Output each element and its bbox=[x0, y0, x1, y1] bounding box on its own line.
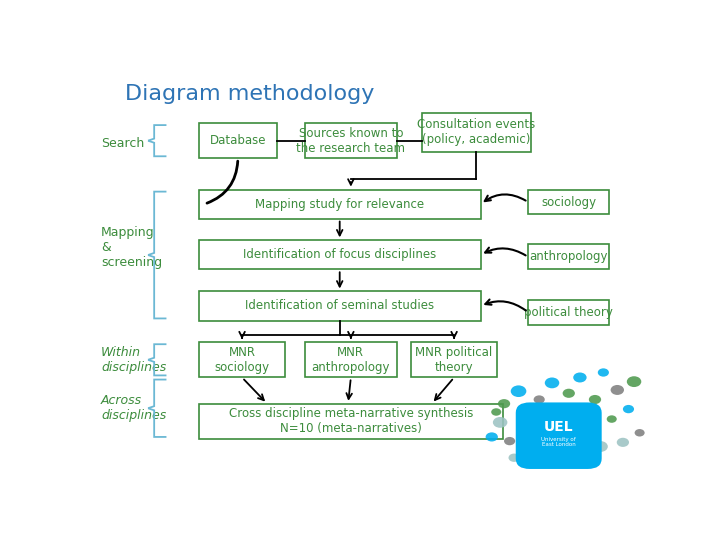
Text: MNR
anthropology: MNR anthropology bbox=[312, 346, 390, 374]
Circle shape bbox=[537, 452, 549, 461]
Circle shape bbox=[562, 389, 575, 398]
Circle shape bbox=[545, 377, 559, 388]
Text: Cross discipline meta-narrative synthesis
N=10 (meta-narratives): Cross discipline meta-narrative synthesi… bbox=[229, 407, 473, 435]
Text: MNR
sociology: MNR sociology bbox=[215, 346, 269, 374]
Text: political theory: political theory bbox=[524, 306, 613, 319]
Circle shape bbox=[498, 399, 510, 408]
Circle shape bbox=[611, 385, 624, 395]
Circle shape bbox=[493, 417, 508, 428]
Circle shape bbox=[573, 373, 587, 382]
Circle shape bbox=[551, 438, 561, 446]
Circle shape bbox=[485, 433, 498, 442]
Circle shape bbox=[607, 415, 617, 423]
FancyBboxPatch shape bbox=[528, 190, 609, 214]
Circle shape bbox=[593, 441, 608, 452]
Text: Consultation events
(policy, academic): Consultation events (policy, academic) bbox=[418, 118, 536, 146]
Text: Across
disciplines: Across disciplines bbox=[101, 394, 166, 422]
Circle shape bbox=[508, 454, 520, 462]
Circle shape bbox=[598, 368, 609, 377]
FancyBboxPatch shape bbox=[422, 113, 531, 152]
Text: UEL: UEL bbox=[544, 420, 574, 434]
FancyBboxPatch shape bbox=[199, 240, 481, 269]
Text: Within
disciplines: Within disciplines bbox=[101, 346, 166, 374]
Text: Mapping study for relevance: Mapping study for relevance bbox=[255, 198, 424, 211]
FancyBboxPatch shape bbox=[199, 292, 481, 321]
Text: Database: Database bbox=[210, 134, 266, 147]
Circle shape bbox=[617, 438, 629, 447]
Circle shape bbox=[510, 386, 526, 397]
Circle shape bbox=[518, 447, 528, 454]
Text: Identification of focus disciplines: Identification of focus disciplines bbox=[243, 248, 436, 261]
Circle shape bbox=[534, 395, 545, 404]
FancyBboxPatch shape bbox=[199, 190, 481, 219]
Circle shape bbox=[571, 446, 582, 454]
Circle shape bbox=[627, 376, 642, 387]
Circle shape bbox=[623, 405, 634, 413]
Text: Sources known to
the research team: Sources known to the research team bbox=[297, 127, 405, 154]
Text: anthropology: anthropology bbox=[529, 251, 608, 264]
Text: sociology: sociology bbox=[541, 195, 596, 208]
Circle shape bbox=[504, 437, 516, 445]
FancyBboxPatch shape bbox=[528, 245, 609, 269]
Circle shape bbox=[491, 408, 501, 416]
Circle shape bbox=[526, 424, 539, 434]
FancyBboxPatch shape bbox=[305, 342, 397, 377]
FancyBboxPatch shape bbox=[411, 342, 498, 377]
FancyBboxPatch shape bbox=[199, 342, 285, 377]
FancyBboxPatch shape bbox=[516, 402, 602, 469]
Circle shape bbox=[557, 411, 566, 417]
FancyBboxPatch shape bbox=[305, 123, 397, 158]
FancyBboxPatch shape bbox=[199, 123, 277, 158]
FancyBboxPatch shape bbox=[528, 300, 609, 325]
FancyBboxPatch shape bbox=[199, 404, 503, 439]
Circle shape bbox=[634, 429, 644, 436]
Circle shape bbox=[589, 395, 601, 404]
Circle shape bbox=[582, 425, 593, 433]
Text: Search: Search bbox=[101, 137, 145, 150]
Text: University of
East London: University of East London bbox=[541, 436, 576, 447]
Text: MNR political
theory: MNR political theory bbox=[415, 346, 492, 374]
Text: Mapping
&
screening: Mapping & screening bbox=[101, 226, 162, 269]
Text: Diagram methodology: Diagram methodology bbox=[125, 84, 374, 104]
Text: Identification of seminal studies: Identification of seminal studies bbox=[245, 300, 434, 313]
